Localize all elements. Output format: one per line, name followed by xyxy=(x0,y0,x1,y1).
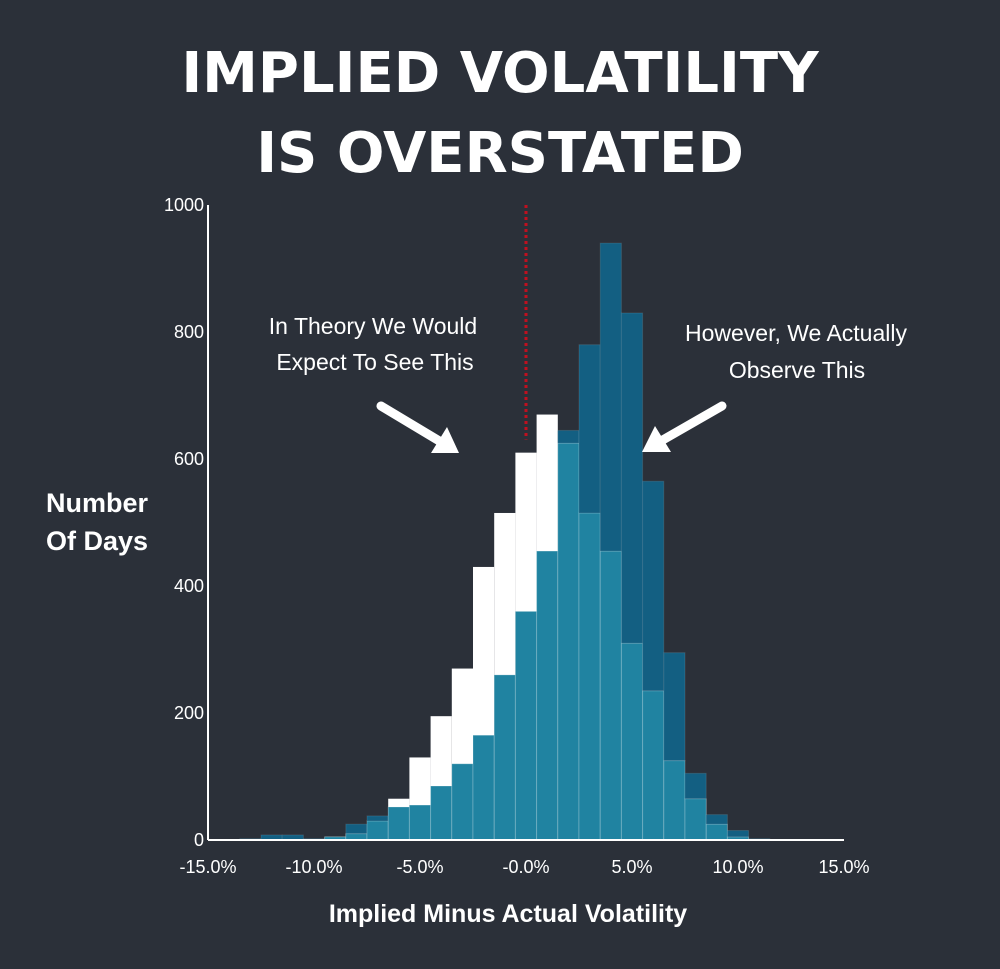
observed-bar xyxy=(620,312,644,841)
observed-bar xyxy=(514,610,538,841)
observed-bar-overlap xyxy=(557,442,580,841)
y-tick-label: 1000 xyxy=(164,195,204,215)
observed-bar-excess xyxy=(663,652,686,762)
annotation-theory-line-1: In Theory We Would xyxy=(269,313,477,339)
y-tick-label: 600 xyxy=(174,449,204,469)
observed-bar-overlap xyxy=(705,823,728,841)
observed-bar xyxy=(536,550,559,841)
annotation-observed-line-2: Observe This xyxy=(729,357,865,383)
y-tick-label: 200 xyxy=(174,703,204,723)
y-axis-label-line-2: Of Days xyxy=(46,526,148,556)
observed-bar-overlap xyxy=(599,550,622,841)
observed-bar-overlap xyxy=(514,610,538,841)
observed-bar xyxy=(578,344,601,841)
observed-bar-excess xyxy=(684,772,707,800)
annotation-theory-line-2: Expect To See This xyxy=(276,349,473,375)
observed-bar xyxy=(387,806,410,841)
x-tick-label: -15.0% xyxy=(179,857,236,877)
x-tick-label: -10.0% xyxy=(285,857,342,877)
arrow-theory-icon xyxy=(376,401,459,453)
observed-bar-excess xyxy=(705,814,728,825)
arrow-observed-icon xyxy=(642,401,727,452)
x-tick-label: -5.0% xyxy=(396,857,443,877)
y-tick-label: 0 xyxy=(194,830,204,850)
y-tick-label: 800 xyxy=(174,322,204,342)
observed-bar xyxy=(599,242,622,841)
observed-bar-overlap xyxy=(408,804,432,841)
x-tick-label: 10.0% xyxy=(712,857,763,877)
observed-bar xyxy=(684,772,707,841)
x-tick-label: 5.0% xyxy=(611,857,652,877)
observed-bar-overlap xyxy=(430,785,453,841)
observed-bar xyxy=(408,804,432,841)
observed-bar-overlap xyxy=(472,734,495,841)
observed-bar xyxy=(451,763,474,841)
x-tick-label: -0.0% xyxy=(502,857,549,877)
observed-bar xyxy=(726,829,750,841)
observed-bar-overlap xyxy=(536,550,559,841)
observed-bar xyxy=(493,674,516,841)
x-tick-label: 15.0% xyxy=(818,857,869,877)
observed-bar-excess xyxy=(642,480,665,692)
x-axis-label: Implied Minus Actual Volatility xyxy=(329,900,687,928)
y-tick-label: 400 xyxy=(174,576,204,596)
observed-bar-overlap xyxy=(493,674,516,841)
observed-bar-excess xyxy=(620,312,644,644)
observed-bar-excess xyxy=(599,242,622,552)
histogram-bars xyxy=(239,242,771,841)
annotation-observed-line-1: However, We Actually xyxy=(685,320,908,346)
observed-bar-excess xyxy=(578,344,601,514)
observed-bar xyxy=(642,480,665,841)
chart-title-line-1: IMPLIED VOLATILITY xyxy=(181,41,820,106)
y-tick-labels: 0 200 400 600 800 1000 xyxy=(164,195,204,850)
observed-bar-excess xyxy=(345,823,368,835)
observed-bar xyxy=(705,814,728,841)
observed-bar-overlap xyxy=(620,642,644,841)
observed-bar xyxy=(430,785,453,841)
x-tick-labels: -15.0% -10.0% -5.0% -0.0% 5.0% 10.0% 15.0% xyxy=(179,857,869,877)
y-axis-label-line-1: Number xyxy=(46,488,149,518)
observed-bar-excess xyxy=(557,429,580,444)
observed-bar xyxy=(345,823,368,841)
observed-bar-excess xyxy=(366,815,389,822)
chart-title-line-2: IS OVERSTATED xyxy=(256,121,744,186)
observed-bar xyxy=(472,734,495,841)
observed-bar-overlap xyxy=(387,806,410,841)
observed-bar-overlap xyxy=(578,512,601,841)
observed-bar xyxy=(366,815,389,841)
observed-bar-overlap xyxy=(663,760,686,841)
observed-bar-overlap xyxy=(684,798,707,841)
observed-bar xyxy=(557,429,580,841)
observed-bar-overlap xyxy=(642,690,665,841)
observed-bar-excess xyxy=(726,829,750,838)
axes xyxy=(207,205,844,841)
observed-bar xyxy=(663,652,686,841)
observed-bar-overlap xyxy=(366,820,389,841)
observed-bar-overlap xyxy=(451,763,474,841)
